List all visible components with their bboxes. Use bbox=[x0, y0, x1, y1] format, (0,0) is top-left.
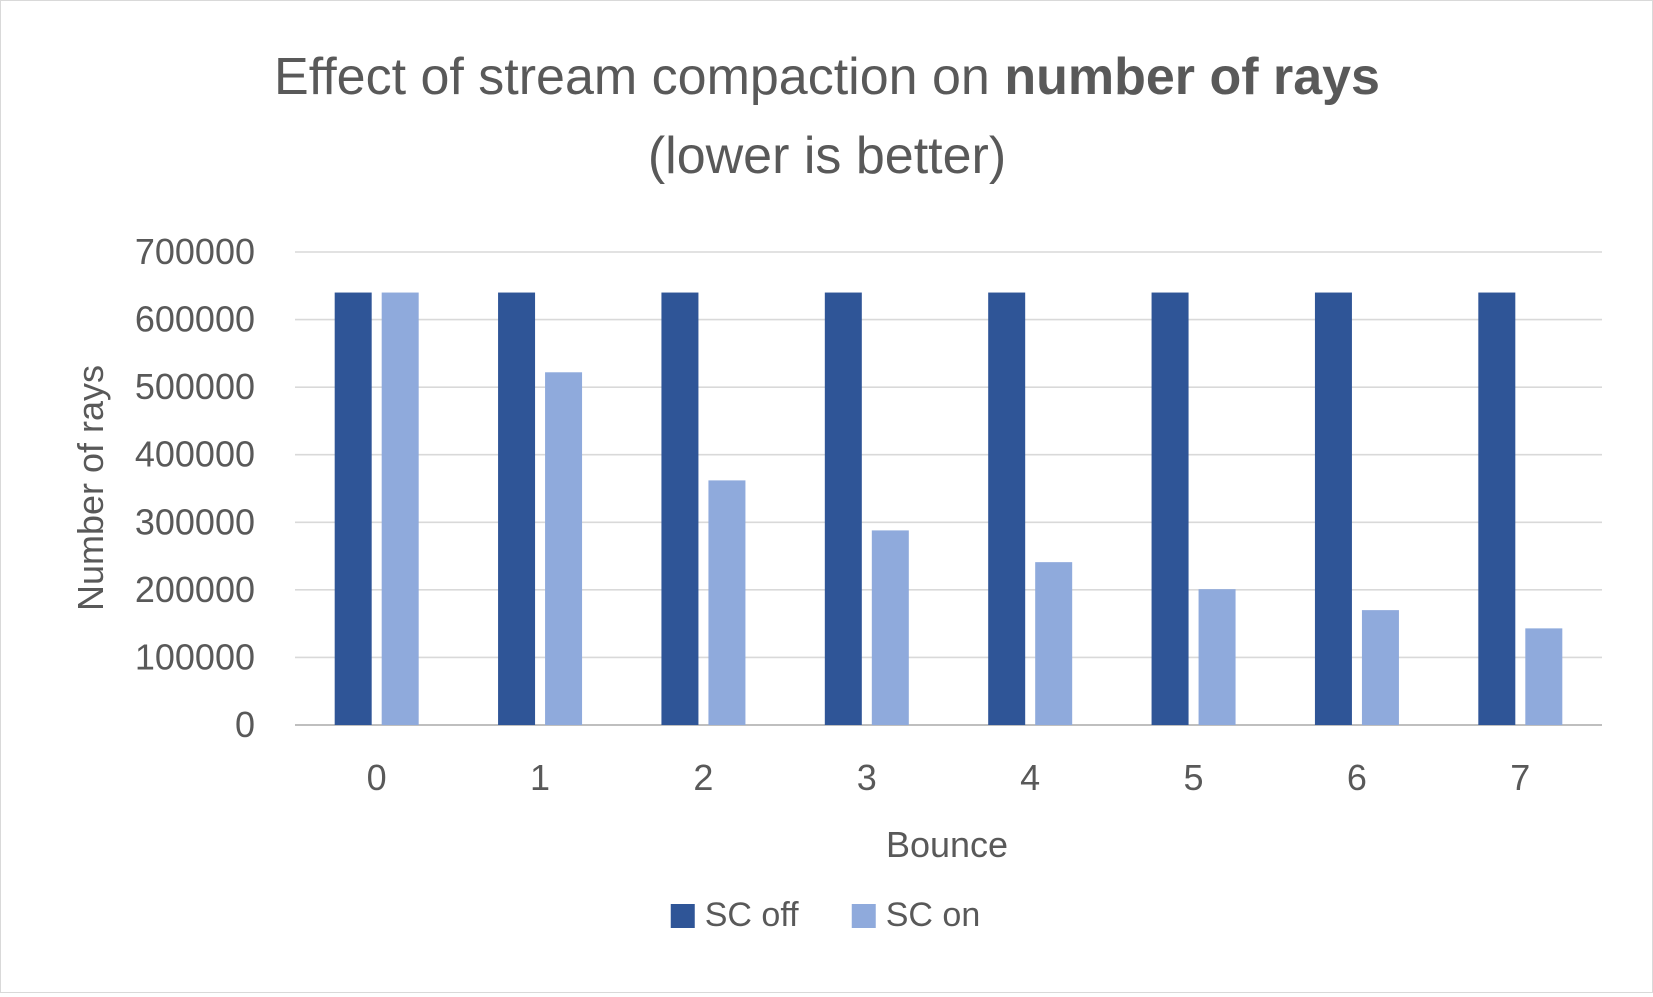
x-tick-label: 3 bbox=[857, 757, 877, 798]
bar-sc-off-bounce-2 bbox=[661, 292, 699, 725]
x-tick-label: 5 bbox=[1184, 757, 1204, 798]
bar-sc-off-bounce-6 bbox=[1314, 292, 1352, 725]
chart-title-line2: (lower is better) bbox=[648, 127, 1006, 185]
legend-label-sc-off: SC off bbox=[705, 896, 799, 934]
bar-sc-on-bounce-7 bbox=[1525, 628, 1563, 725]
legend-swatch-sc-off bbox=[670, 904, 695, 928]
x-tick-label: 2 bbox=[693, 757, 713, 798]
legend: SC off SC on bbox=[670, 896, 981, 934]
x-axis-label: Bounce bbox=[886, 824, 1008, 865]
y-tick-label: 700000 bbox=[135, 231, 255, 272]
y-axis-ticks: 0 100000 200000 300000 400000 500000 600000 700… bbox=[135, 231, 255, 745]
chart-title-bold: number of rays bbox=[1004, 48, 1380, 106]
bars bbox=[334, 292, 1563, 725]
bar-sc-on-bounce-1 bbox=[545, 372, 583, 725]
bar-sc-on-bounce-5 bbox=[1198, 589, 1236, 725]
bar-sc-off-bounce-3 bbox=[824, 292, 862, 725]
bar-sc-on-bounce-3 bbox=[871, 530, 909, 725]
x-tick-label: 7 bbox=[1510, 757, 1530, 798]
chart-title-line1: Effect of stream compaction on number of… bbox=[274, 48, 1380, 106]
legend-label-sc-on: SC on bbox=[886, 896, 981, 934]
x-tick-label: 1 bbox=[530, 757, 550, 798]
bar-sc-on-bounce-2 bbox=[708, 480, 746, 725]
bar-sc-on-bounce-4 bbox=[1035, 562, 1073, 725]
gridlines bbox=[295, 251, 1602, 726]
y-tick-label: 500000 bbox=[135, 366, 255, 407]
y-tick-label: 300000 bbox=[135, 501, 255, 542]
y-tick-label: 400000 bbox=[135, 434, 255, 475]
x-axis-ticks: 0 1 2 3 4 5 6 7 bbox=[367, 757, 1531, 798]
y-tick-label: 100000 bbox=[135, 636, 255, 677]
bar-sc-on-bounce-6 bbox=[1361, 610, 1399, 725]
y-tick-label: 600000 bbox=[135, 299, 255, 340]
x-tick-label: 0 bbox=[367, 757, 387, 798]
chart-title-prefix: Effect of stream compaction on bbox=[274, 48, 1004, 106]
chart-title: Effect of stream compaction on number of… bbox=[274, 48, 1380, 185]
bar-sc-on-bounce-0 bbox=[381, 292, 419, 725]
y-tick-label: 0 bbox=[235, 704, 255, 745]
legend-swatch-sc-on bbox=[851, 904, 876, 928]
y-tick-label: 200000 bbox=[135, 569, 255, 610]
bar-sc-off-bounce-5 bbox=[1151, 292, 1189, 725]
bar-sc-off-bounce-1 bbox=[498, 292, 536, 725]
y-axis-label: Number of rays bbox=[70, 365, 111, 611]
bar-sc-off-bounce-4 bbox=[988, 292, 1026, 725]
bar-sc-off-bounce-7 bbox=[1478, 292, 1516, 725]
bar-sc-off-bounce-0 bbox=[334, 292, 372, 725]
x-tick-label: 6 bbox=[1347, 757, 1367, 798]
x-tick-label: 4 bbox=[1020, 757, 1040, 798]
